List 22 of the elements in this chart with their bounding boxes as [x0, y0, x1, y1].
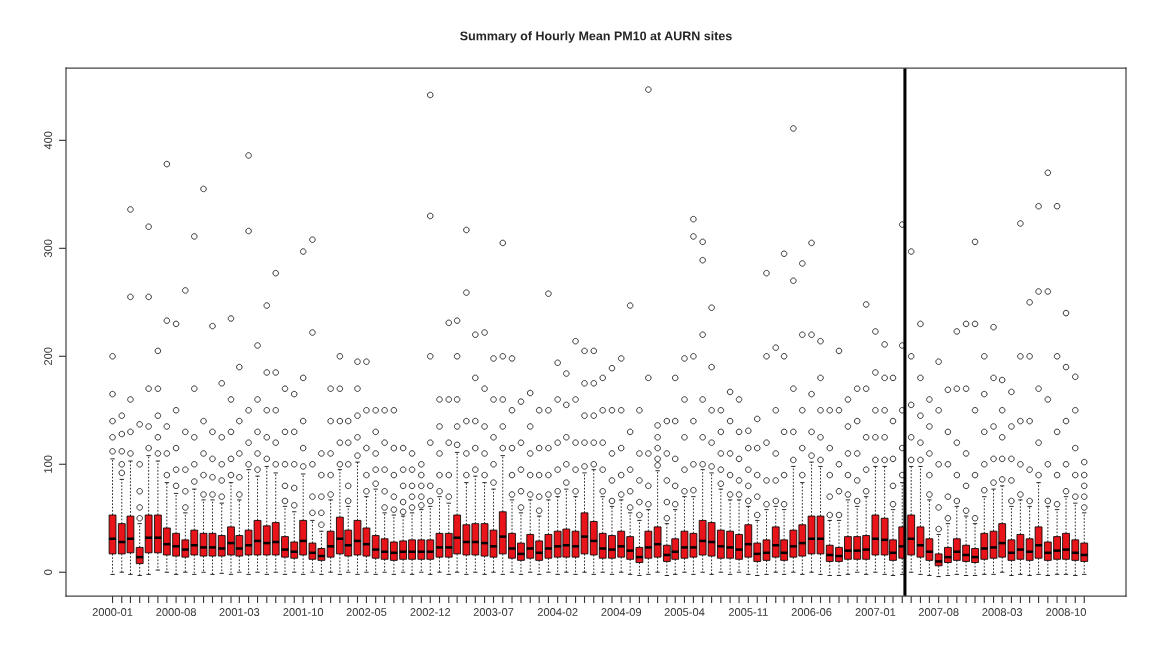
y-tick-label: 400	[44, 131, 52, 150]
x-tick-label: 2006-06	[791, 608, 832, 616]
y-tick-label: 0	[44, 569, 52, 575]
x-tick-label: 2002-05	[346, 608, 387, 616]
x-tick-label: 2002-12	[410, 608, 451, 616]
x-tick-label: 2000-08	[156, 608, 196, 616]
x-tick-label: 2004-09	[601, 608, 642, 616]
x-tick-label: 2007-08	[918, 608, 959, 616]
x-tick-label: 2000-01	[92, 608, 133, 616]
x-tick-label: 2001-03	[219, 608, 260, 616]
x-tick-label: 2003-07	[473, 608, 514, 616]
y-tick-label: 200	[44, 347, 52, 365]
x-tick-label: 2008-10	[1046, 608, 1086, 616]
chart-title: Summary of Hourly Mean PM10 at AURN sites	[460, 31, 732, 43]
x-tick-label: 2005-11	[728, 608, 768, 616]
y-tick-label: 300	[44, 239, 52, 258]
x-tick-label: 2004-02	[537, 608, 578, 616]
x-tick-label: 2001-10	[283, 608, 324, 616]
x-tick-label: 2008-03	[982, 608, 1023, 616]
x-tick-label: 2005-04	[664, 608, 705, 616]
x-tick-label: 2007-01	[855, 608, 896, 616]
y-tick-label: 100	[44, 455, 52, 473]
